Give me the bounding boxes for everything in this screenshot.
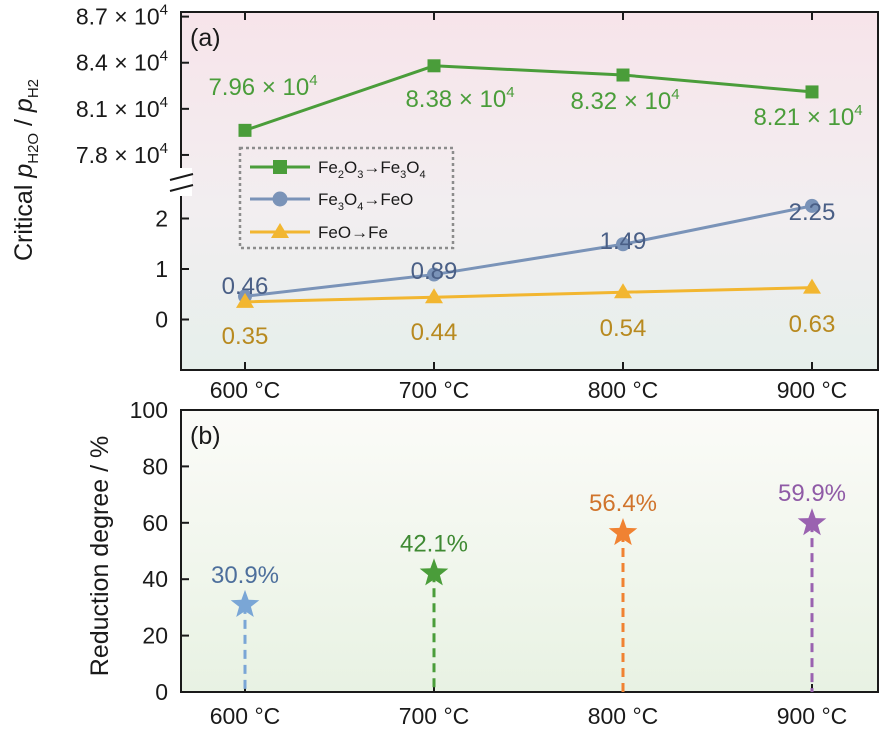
lower-y-ticks: 0 1 2 (155, 206, 189, 333)
ylabel-prefix: Critical (10, 178, 38, 261)
data-label-fe2o3: 7.96 × 104 (208, 72, 317, 101)
b-data-label: 56.4% (589, 490, 657, 517)
lower-y-tick-label: 0 (155, 307, 168, 333)
panel-b-frame (180, 409, 879, 693)
point-fe2o3 (616, 68, 630, 82)
point-fe3o4 (427, 267, 441, 282)
b-y-tick-label: 0 (155, 679, 168, 705)
point-feo (803, 278, 821, 294)
series-line-fe3o4 (244, 204, 813, 298)
data-label-feo: 0.35 (222, 323, 269, 350)
legend-box (238, 146, 455, 250)
legend-item-feo: FeO→Fe (250, 223, 388, 242)
panel-b-ylabel: Reduction degree / % (86, 436, 114, 676)
lower-y-tick-label: 1 (155, 256, 168, 282)
b-y-tick-label: 40 (142, 566, 168, 592)
point-feo (614, 283, 632, 299)
legend-label-fe3o4: Fe3O4→FeO (318, 190, 413, 213)
star-marker (797, 508, 827, 536)
panel-b-background (181, 410, 878, 692)
upper-y-tick-label: 8.4 × 104 (76, 48, 168, 76)
lower-y-tick-label: 2 (155, 206, 168, 232)
ylabel-sep: / (10, 112, 38, 133)
x-tick-label: 900 °C (777, 377, 848, 403)
b-y-tick-label: 60 (142, 510, 168, 536)
panel-a: (a) 7.8 × 104 8.1 × 104 8.4 × 104 8.7 × 104… (10, 2, 879, 403)
ylabel-p1: p (10, 164, 38, 179)
legend-marker-fe3o4 (272, 191, 288, 207)
legend-label-feo: FeO→Fe (318, 223, 388, 242)
legend-marker-fe2o3 (273, 160, 287, 174)
upper-y-ticks: 7.8 × 104 8.1 × 104 8.4 × 104 8.7 × 104 (76, 2, 189, 168)
data-label-fe3o4: 2.25 (789, 199, 836, 226)
star-marker (608, 518, 638, 546)
panel-b-label: (b) (190, 422, 221, 450)
upper-y-tick-label: 7.8 × 104 (76, 140, 168, 168)
point-fe2o3 (427, 59, 441, 73)
ylabel-sub1: H2O (25, 133, 42, 164)
ylabel-sub2: H2 (25, 79, 42, 98)
data-label-fe2o3: 8.32 × 104 (570, 86, 679, 115)
data-label-fe2o3: 8.21 × 104 (753, 102, 862, 131)
panel-a-background (181, 12, 878, 370)
b-y-tick-label: 20 (142, 623, 168, 649)
b-x-tick-label: 600 °C (210, 703, 281, 729)
legend-item-fe2o3: Fe2O3→Fe3O4 (250, 158, 426, 181)
upper-y-tick-label: 8.1 × 104 (76, 94, 168, 122)
series-line-fe2o3 (244, 64, 813, 132)
data-label-fe3o4: 1.49 (600, 228, 647, 255)
data-label-feo: 0.63 (789, 311, 836, 338)
point-fe2o3 (238, 123, 252, 137)
point-feo (425, 288, 443, 304)
x-tick-label: 600 °C (210, 377, 281, 403)
axis-break (169, 168, 194, 196)
data-label-fe3o4: 0.89 (411, 258, 458, 285)
legend-label-fe2o3: Fe2O3→Fe3O4 (318, 158, 426, 181)
panel-b-x-ticks: 600 °C 700 °C 800 °C 900 °C (210, 684, 848, 729)
data-label-feo: 0.54 (600, 315, 647, 342)
x-tick-label: 800 °C (588, 377, 659, 403)
point-fe3o4 (616, 237, 630, 252)
point-fe2o3 (805, 85, 819, 99)
point-feo (236, 292, 254, 308)
panel-a-ylabel: Critical pH2O / pH2 (10, 79, 42, 261)
star-marker (230, 589, 260, 617)
legend-item-fe3o4: Fe3O4→FeO (250, 190, 413, 213)
b-y-tick-label: 100 (130, 397, 168, 423)
point-fe3o4 (805, 198, 819, 213)
panel-a-series: 7.96 × 104 8.38 × 104 8.32 × 104 8.21 × 104… (208, 59, 863, 350)
panel-a-x-ticks: 600 °C 700 °C 800 °C 900 °C (210, 12, 848, 403)
data-label-feo: 0.44 (411, 319, 458, 346)
b-x-tick-label: 700 °C (399, 703, 470, 729)
b-data-label: 42.1% (400, 530, 468, 557)
legend-marker-feo (271, 223, 289, 238)
b-x-tick-label: 800 °C (588, 703, 659, 729)
ylabel-p2: p (10, 98, 38, 113)
data-label-fe2o3: 8.38 × 104 (405, 84, 514, 113)
b-y-tick-label: 80 (142, 453, 168, 479)
legend: Fe2O3→Fe3O4 Fe3O4→FeO FeO→Fe (238, 146, 455, 250)
b-data-label: 30.9% (211, 562, 279, 589)
upper-y-tick-label: 8.7 × 104 (76, 2, 168, 30)
panel-b: (b) 0 20 40 60 80 100 600 °C 700 °C 800 °C 900 °… (86, 397, 879, 729)
b-x-tick-label: 900 °C (777, 703, 848, 729)
b-data-label: 59.9% (778, 480, 846, 507)
panel-b-series: 30.9% 42.1% 56.4% 59.9% (211, 480, 846, 692)
panel-a-label: (a) (190, 24, 221, 52)
panel-b-y-ticks: 0 20 40 60 80 100 (130, 397, 189, 705)
x-tick-label: 700 °C (399, 377, 470, 403)
star-marker (419, 558, 449, 586)
series-line-feo (244, 286, 813, 304)
